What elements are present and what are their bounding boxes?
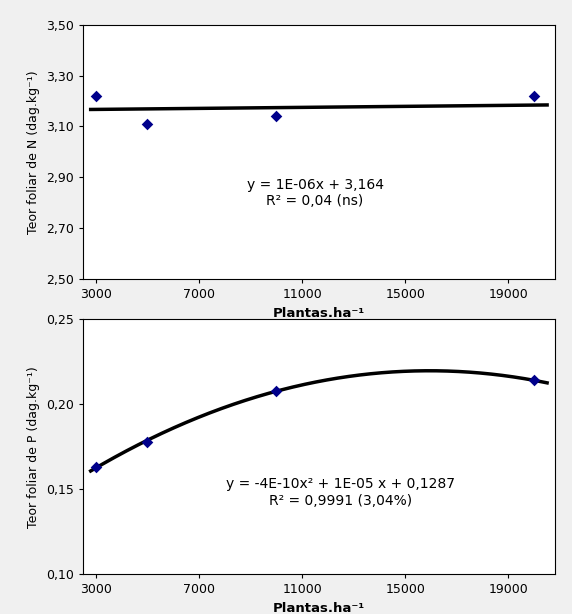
Y-axis label: Teor foliar de N (dag.kg⁻¹): Teor foliar de N (dag.kg⁻¹) <box>27 70 41 234</box>
Point <box>92 462 101 472</box>
Point <box>530 376 539 386</box>
Point <box>272 111 281 121</box>
Y-axis label: Teor foliar de P (dag.kg⁻¹): Teor foliar de P (dag.kg⁻¹) <box>27 366 41 527</box>
X-axis label: Plantas.ha⁻¹: Plantas.ha⁻¹ <box>273 307 365 320</box>
Point <box>92 91 101 101</box>
Point <box>143 119 152 129</box>
Point <box>272 386 281 395</box>
Text: y = 1E-06x + 3,164
R² = 0,04 (ns): y = 1E-06x + 3,164 R² = 0,04 (ns) <box>247 177 383 208</box>
Text: y = -4E-10x² + 1E-05 x + 0,1287
R² = 0,9991 (3,04%): y = -4E-10x² + 1E-05 x + 0,1287 R² = 0,9… <box>227 478 455 508</box>
Point <box>143 437 152 446</box>
Point <box>530 91 539 101</box>
X-axis label: Plantas.ha⁻¹: Plantas.ha⁻¹ <box>273 602 365 614</box>
